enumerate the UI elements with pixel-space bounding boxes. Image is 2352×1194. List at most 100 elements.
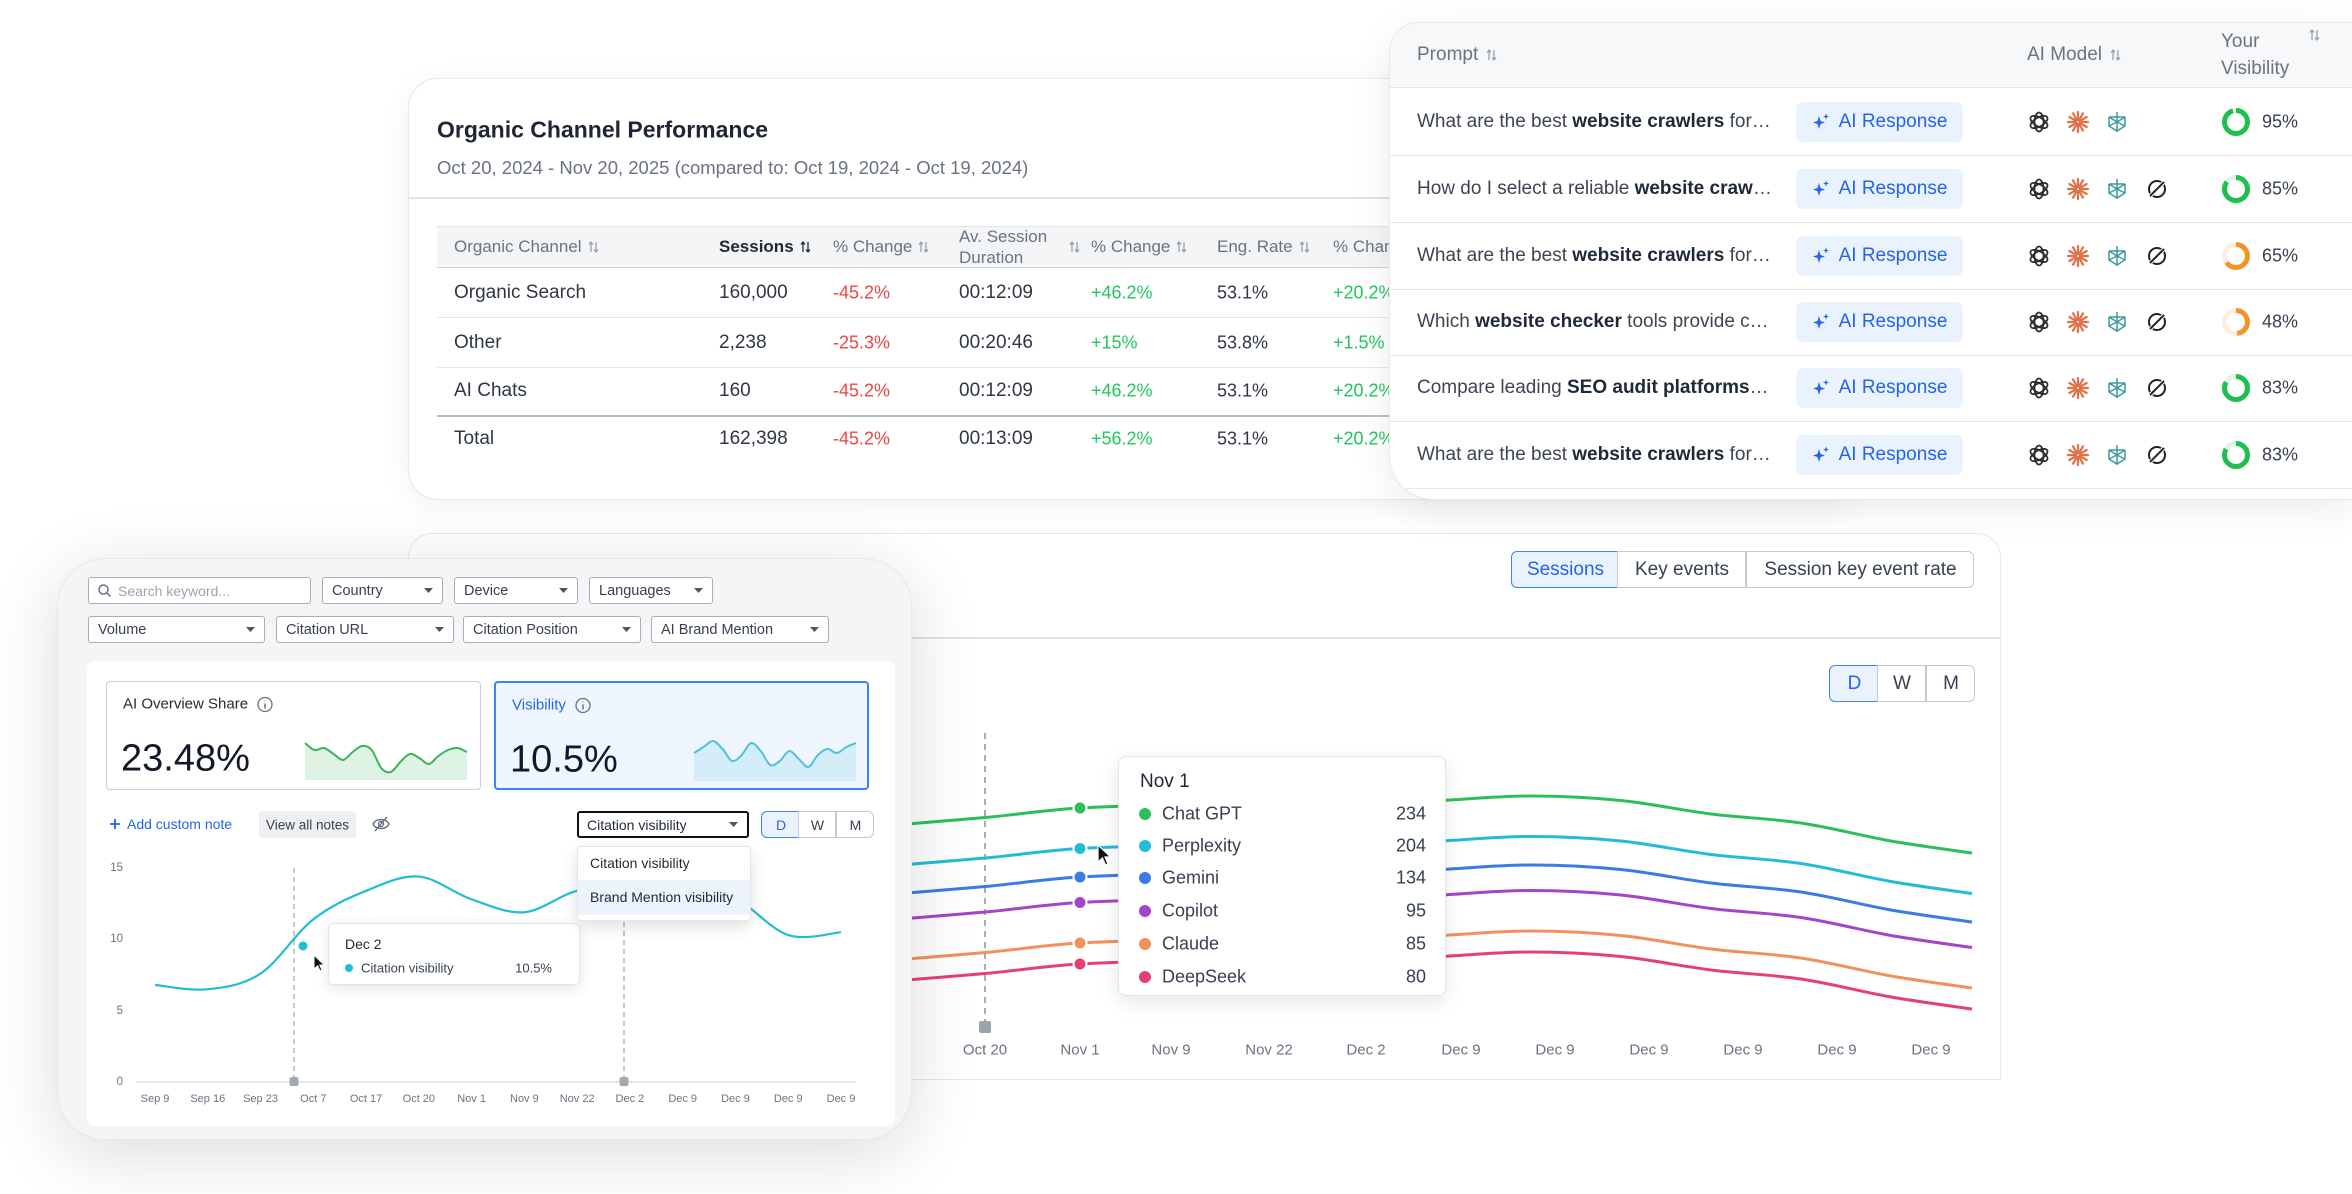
- caret: [729, 822, 738, 827]
- table-cell: -45.2%: [833, 380, 891, 401]
- icon-part: [2077, 112, 2085, 122]
- visibility-donut: [2222, 108, 2250, 136]
- ai-model-icon: [2029, 245, 2049, 267]
- row-divider: [437, 317, 1857, 318]
- icon-part: [98, 584, 109, 595]
- legend-name: Citation visibility: [361, 960, 454, 976]
- segment-button[interactable]: M: [835, 811, 874, 838]
- filter-label: Volume: [98, 621, 147, 638]
- filter-dropdown[interactable]: AI Brand Mention: [651, 616, 829, 643]
- segment-button[interactable]: W: [1876, 665, 1926, 702]
- filter-dropdown[interactable]: Volume: [88, 616, 265, 643]
- icon-part: [2077, 455, 2085, 465]
- ai-response-button[interactable]: AI Response: [1796, 236, 1963, 276]
- panel-subtitle: Oct 20, 2024 - Nov 20, 2025 (compared to…: [437, 157, 1029, 178]
- metric-select[interactable]: Citation visibility: [577, 811, 749, 838]
- ai-model-icon: [2029, 311, 2049, 333]
- icon-part: [2071, 378, 2079, 388]
- filter-dropdown[interactable]: Citation Position: [463, 616, 641, 643]
- icon-part: [2029, 448, 2049, 462]
- sparkle-icon: [1812, 247, 1829, 263]
- icon-part: [2033, 377, 2045, 399]
- legend-value: 204: [1395, 835, 1426, 856]
- column-header: Prompt: [1417, 44, 1497, 66]
- prompts-panel: Prompt AI Model Your Visibility What are th…: [1389, 22, 2352, 500]
- ai-response-button[interactable]: AI Response: [1796, 169, 1963, 209]
- icon-part: [2078, 182, 2088, 190]
- ai-response-button[interactable]: AI Response: [1796, 302, 1963, 342]
- visibility-value: 95%: [2262, 111, 2299, 132]
- icon-part: [2077, 189, 2085, 199]
- cursor-arrow: [1097, 843, 1112, 866]
- ai-response-label: AI Response: [1838, 444, 1948, 465]
- prompt-part: What are the best: [1417, 245, 1573, 266]
- prompt-text: Compare leading SEO audit platforms…: [1417, 377, 1769, 399]
- segment-button[interactable]: Key events: [1616, 551, 1746, 588]
- ai-response-button[interactable]: AI Response: [1796, 102, 1963, 142]
- icon-part: [2078, 321, 2088, 329]
- prompt-keyword: website crawlers: [1572, 245, 1725, 266]
- icon-part: [106, 592, 112, 598]
- column-header-text: Prompt: [1417, 44, 1479, 65]
- sort-arrows: [2110, 48, 2121, 62]
- table-cell: Total: [454, 428, 495, 449]
- column-header: Sessions: [719, 237, 811, 257]
- icon-part: [2068, 454, 2078, 462]
- menu-item: Citation visibility: [590, 855, 690, 871]
- prompt-part: for…: [1724, 111, 1771, 132]
- table-cell: 00:12:09: [959, 282, 1033, 303]
- caret: [424, 588, 433, 593]
- prompt-part: …: [1752, 178, 1772, 199]
- ai-model-icon: [2066, 376, 2090, 400]
- icon-part: [2068, 255, 2078, 263]
- icon-part: [2148, 313, 2166, 331]
- table-cell: AI Chats: [454, 380, 527, 401]
- segment-button[interactable]: Sessions: [1511, 551, 1618, 588]
- x-tick-label: Dec 2: [615, 1093, 645, 1105]
- icon-part: [2149, 380, 2165, 396]
- icon-part: [2078, 381, 2088, 389]
- donut-arc: [2222, 242, 2250, 270]
- filter-dropdown[interactable]: Country: [322, 577, 443, 604]
- legend-dot: [1139, 905, 1151, 917]
- legend-value: 95: [1405, 900, 1426, 921]
- segment-button[interactable]: W: [797, 811, 836, 838]
- row-divider: [1390, 488, 2352, 489]
- hover-dot: [1072, 869, 1088, 885]
- ai-response-label: AI Response: [1838, 178, 1948, 199]
- search-input[interactable]: Search keyword...: [88, 577, 311, 604]
- donut-arc: [2222, 308, 2250, 336]
- segment-button[interactable]: Session key event rate: [1745, 551, 1974, 588]
- cursor: [1097, 843, 1112, 866]
- legend-dot: [1139, 840, 1151, 852]
- ai-model-icon: [2066, 110, 2090, 134]
- table-cell: 162,398: [719, 428, 788, 449]
- ai-model-icon: [2108, 378, 2126, 398]
- ai-response-button[interactable]: AI Response: [1796, 368, 1963, 408]
- table-cell: 53.8%: [1217, 332, 1269, 353]
- row-divider: [437, 367, 1857, 368]
- icon-part: [2149, 248, 2165, 264]
- icon-part: [372, 816, 390, 832]
- filter-dropdown[interactable]: Languages: [589, 577, 713, 604]
- table-cell: +20.2%: [1333, 380, 1395, 401]
- filter-dropdown[interactable]: Citation URL: [276, 616, 454, 643]
- hover-dot: [1072, 841, 1088, 856]
- icon-part: [2148, 180, 2166, 198]
- caret: [435, 627, 444, 632]
- x-tick-label: Dec 9: [1817, 1041, 1857, 1059]
- view-notes-button[interactable]: View all notes: [259, 811, 356, 838]
- sparkle: [1812, 446, 1829, 462]
- icon-part: [2029, 315, 2049, 329]
- filter-dropdown[interactable]: Device: [454, 577, 578, 604]
- icon-part: [2078, 255, 2088, 263]
- segment-button[interactable]: D: [761, 811, 799, 838]
- segment-button[interactable]: M: [1925, 665, 1975, 702]
- segment-label: Sessions: [1526, 558, 1605, 580]
- ai-response-button[interactable]: AI Response: [1796, 435, 1963, 475]
- sort-arrows: [1176, 240, 1187, 254]
- add-note-button[interactable]: Add custom note: [109, 816, 232, 832]
- x-tick-label: Dec 9: [1441, 1041, 1481, 1059]
- prompt-part: What are the best: [1417, 444, 1573, 465]
- column-header-text: AI Model: [2027, 44, 2102, 65]
